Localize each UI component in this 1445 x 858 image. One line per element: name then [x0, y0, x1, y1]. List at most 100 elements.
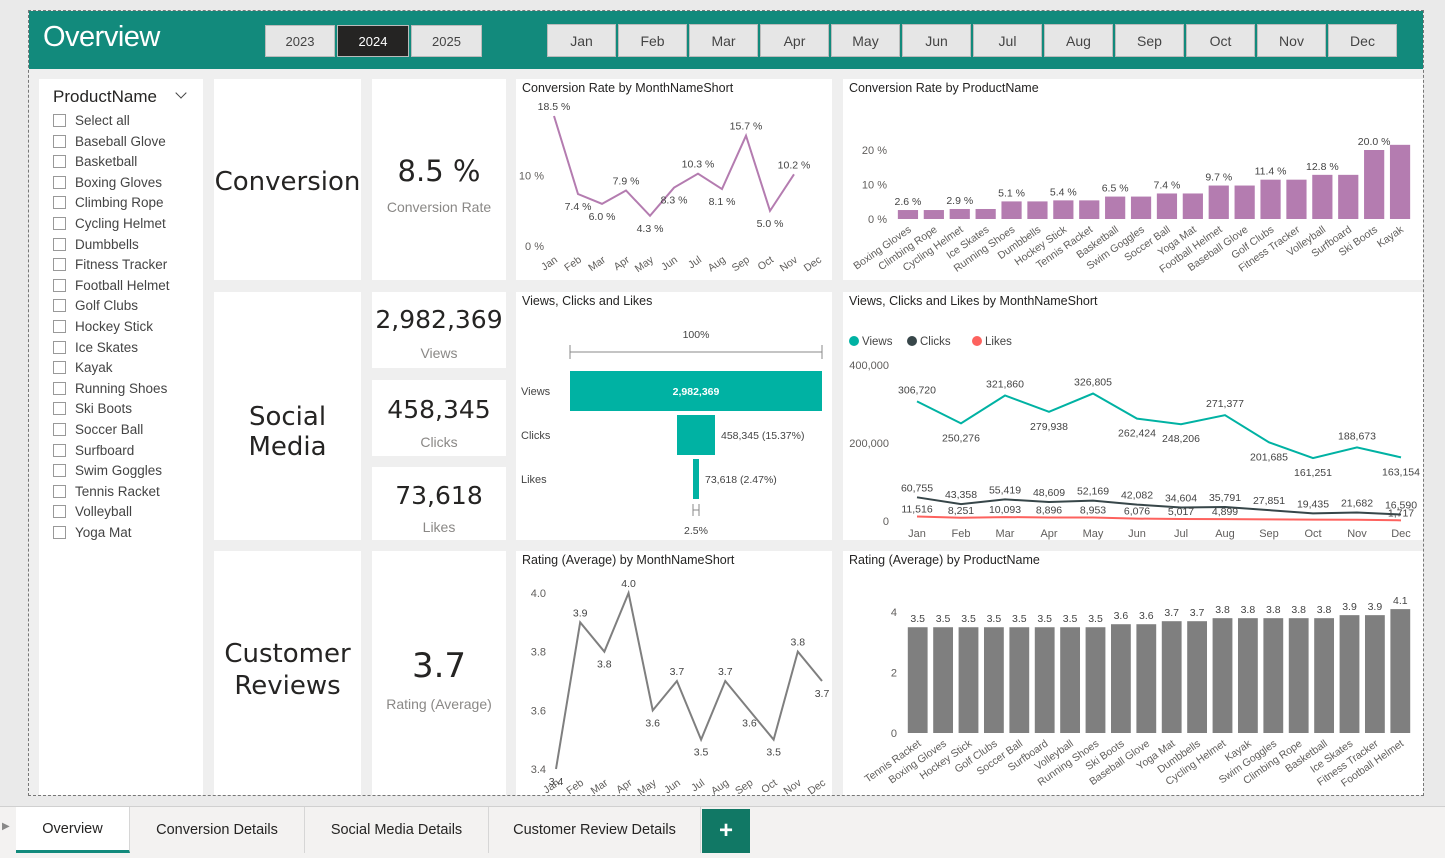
slicer-item[interactable]: Soccer Ball — [53, 422, 143, 437]
checkbox[interactable] — [53, 134, 66, 148]
funnel-bar — [570, 371, 822, 411]
slicer-item-label: Golf Clubs — [75, 298, 139, 314]
checkbox[interactable] — [53, 175, 66, 189]
data-label: 10.2 % — [778, 159, 811, 171]
month-button-sep[interactable]: Sep — [1115, 24, 1184, 57]
slicer-item-label: Ice Skates — [75, 339, 139, 355]
data-label: 10.3 % — [682, 159, 715, 171]
checkbox[interactable] — [53, 196, 66, 210]
tab-customer-review-details[interactable]: Customer Review Details — [489, 807, 701, 853]
month-button-oct[interactable]: Oct — [1186, 24, 1255, 57]
slicer-item[interactable]: Ice Skates — [53, 340, 138, 355]
year-button-2024[interactable]: 2024 — [337, 25, 409, 57]
data-label: 3.5 — [1037, 613, 1052, 625]
month-button-jul[interactable]: Jul — [973, 24, 1042, 57]
slicer-item[interactable]: Cycling Helmet — [53, 216, 166, 231]
slicer-item-label: Dumbbells — [75, 236, 139, 252]
series-line — [916, 392, 1402, 460]
month-button-may[interactable]: May — [831, 24, 900, 57]
checkbox[interactable] — [53, 464, 66, 478]
checkbox[interactable] — [53, 381, 66, 395]
data-label: 3.8 — [1241, 604, 1256, 616]
slicer-item[interactable]: Ski Boots — [53, 401, 132, 416]
checkbox[interactable] — [53, 443, 66, 457]
checkbox[interactable] — [53, 278, 66, 292]
tab-social-media-details[interactable]: Social Media Details — [305, 807, 489, 853]
slicer-item[interactable]: Kayak — [53, 360, 113, 375]
chart-rating-by-month[interactable]: Rating (Average) by MonthNameShort 3.4 3.… — [516, 551, 832, 795]
data-label: 4,899 — [1212, 506, 1238, 518]
slicer-item[interactable]: Swim Goggles — [53, 463, 162, 478]
chart-vcl-by-month[interactable]: Views, Clicks and Likes by MonthNameShor… — [843, 292, 1423, 540]
checkbox[interactable] — [53, 423, 66, 436]
slicer-item[interactable]: Football Helmet — [53, 278, 170, 293]
checkbox[interactable] — [53, 320, 66, 333]
month-button-aug[interactable]: Aug — [1044, 24, 1113, 57]
slicer-item[interactable]: Volleyball — [53, 504, 132, 519]
slicer-item[interactable]: Fitness Tracker — [53, 257, 167, 272]
kpi-value-clicks: 458,345 — [387, 395, 491, 424]
checkbox[interactable] — [53, 340, 66, 354]
checkbox[interactable] — [53, 484, 66, 498]
slicer-item[interactable]: Basketball — [53, 154, 137, 169]
data-label: 3.5 — [1063, 613, 1078, 625]
checkbox[interactable] — [53, 217, 66, 230]
funnel-bar — [677, 415, 715, 455]
x-tick-label: Feb — [564, 777, 586, 795]
chart-conversion-by-month[interactable]: Conversion Rate by MonthNameShort 0 % 10 … — [516, 79, 832, 280]
chart-funnel[interactable]: Views, Clicks and Likes 100% Views 2,982,3… — [516, 292, 832, 540]
checkbox[interactable] — [53, 361, 66, 375]
x-tick-label: Oct — [1304, 528, 1321, 540]
chart-rating-by-product[interactable]: Rating (Average) by ProductName 0 2 4 3.5 Te… — [843, 551, 1423, 795]
slicer-item[interactable]: Baseball Glove — [53, 134, 166, 149]
x-tick-label: Feb — [952, 528, 971, 540]
year-button-2025[interactable]: 2025 — [411, 25, 482, 57]
slicer-item[interactable]: Boxing Gloves — [53, 175, 162, 190]
slicer-item[interactable]: Tennis Racket — [53, 484, 160, 499]
checkbox[interactable] — [53, 299, 66, 313]
bar — [1053, 200, 1074, 219]
page-tab-bar: ▶ Overview Conversion Details Social Med… — [0, 806, 1445, 858]
slicer-item[interactable]: Climbing Rope — [53, 195, 164, 210]
data-label: 4.0 — [621, 578, 636, 590]
month-button-dec[interactable]: Dec — [1328, 24, 1397, 57]
year-button-2023[interactable]: 2023 — [265, 25, 335, 57]
chart-conversion-by-product[interactable]: Conversion Rate by ProductName 0 % 10 % 20… — [843, 79, 1423, 280]
month-button-feb[interactable]: Feb — [618, 24, 687, 57]
checkbox[interactable] — [53, 526, 66, 539]
slicer-item[interactable]: Running Shoes — [53, 381, 167, 396]
chevron-down-icon[interactable] — [175, 87, 187, 99]
checkbox[interactable] — [53, 258, 66, 272]
checkbox[interactable] — [53, 155, 66, 169]
month-button-jan[interactable]: Jan — [547, 24, 616, 57]
data-label: 3.8 — [791, 637, 806, 649]
slicer-item[interactable]: Dumbbells — [53, 237, 139, 252]
data-label: 3.8 — [1266, 604, 1281, 616]
checkbox[interactable] — [53, 237, 66, 251]
slicer-item[interactable]: Golf Clubs — [53, 298, 138, 313]
month-button-nov[interactable]: Nov — [1257, 24, 1326, 57]
tab-conversion-details[interactable]: Conversion Details — [130, 807, 305, 853]
add-page-button[interactable]: + — [702, 809, 750, 853]
bar — [949, 208, 970, 219]
checkbox[interactable] — [53, 402, 66, 416]
checkbox[interactable] — [53, 114, 66, 127]
slicer-item[interactable]: Surfboard — [53, 443, 134, 458]
slicer-item[interactable]: Yoga Mat — [53, 525, 132, 540]
kpi-value-conversion: 8.5 % — [397, 154, 481, 188]
month-button-mar[interactable]: Mar — [689, 24, 758, 57]
month-button-apr[interactable]: Apr — [760, 24, 829, 57]
bar — [1085, 627, 1106, 733]
data-label: 27,851 — [1253, 495, 1285, 507]
tab-overview[interactable]: Overview — [16, 807, 130, 853]
bar — [1389, 144, 1411, 219]
scroll-left-icon[interactable]: ▶ — [2, 821, 10, 832]
slicer-item[interactable]: Select all — [53, 113, 130, 128]
slicer-item[interactable]: Hockey Stick — [53, 319, 153, 334]
data-label: 20.0 % — [1358, 136, 1391, 148]
data-label: 6.0 % — [589, 211, 616, 223]
funnel-category-label: Views — [521, 386, 551, 398]
data-label: 3.9 — [573, 607, 588, 619]
checkbox[interactable] — [53, 505, 66, 519]
month-button-jun[interactable]: Jun — [902, 24, 971, 57]
